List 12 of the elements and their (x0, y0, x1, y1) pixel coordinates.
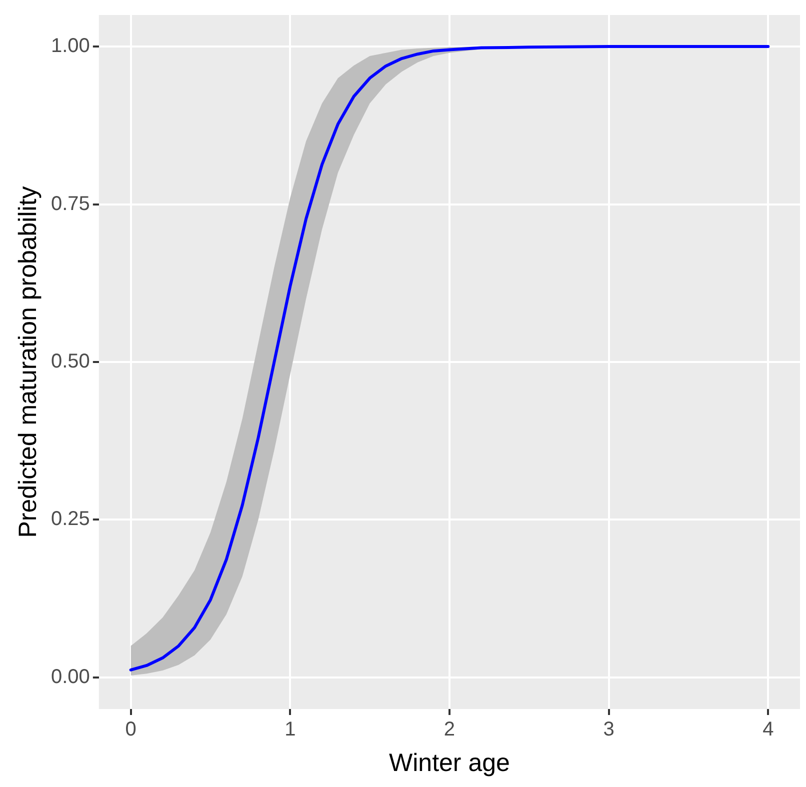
x-tick-label: 1 (284, 718, 296, 741)
y-axis-title: Predicted maturation probability (14, 186, 42, 538)
x-tick-label: 2 (444, 718, 456, 741)
y-tick-label: 0.50 (50, 350, 90, 373)
x-tick-label: 3 (603, 718, 614, 741)
x-axis-title: Winter age (389, 748, 510, 777)
y-tick-label: 1.00 (50, 35, 90, 58)
y-tick-label: 0.25 (50, 508, 90, 530)
x-tick-label: 4 (762, 718, 774, 741)
x-tick-label: 0 (125, 718, 136, 741)
y-tick-label: 0.00 (50, 666, 90, 688)
y-tick-label: 0.75 (50, 192, 90, 215)
